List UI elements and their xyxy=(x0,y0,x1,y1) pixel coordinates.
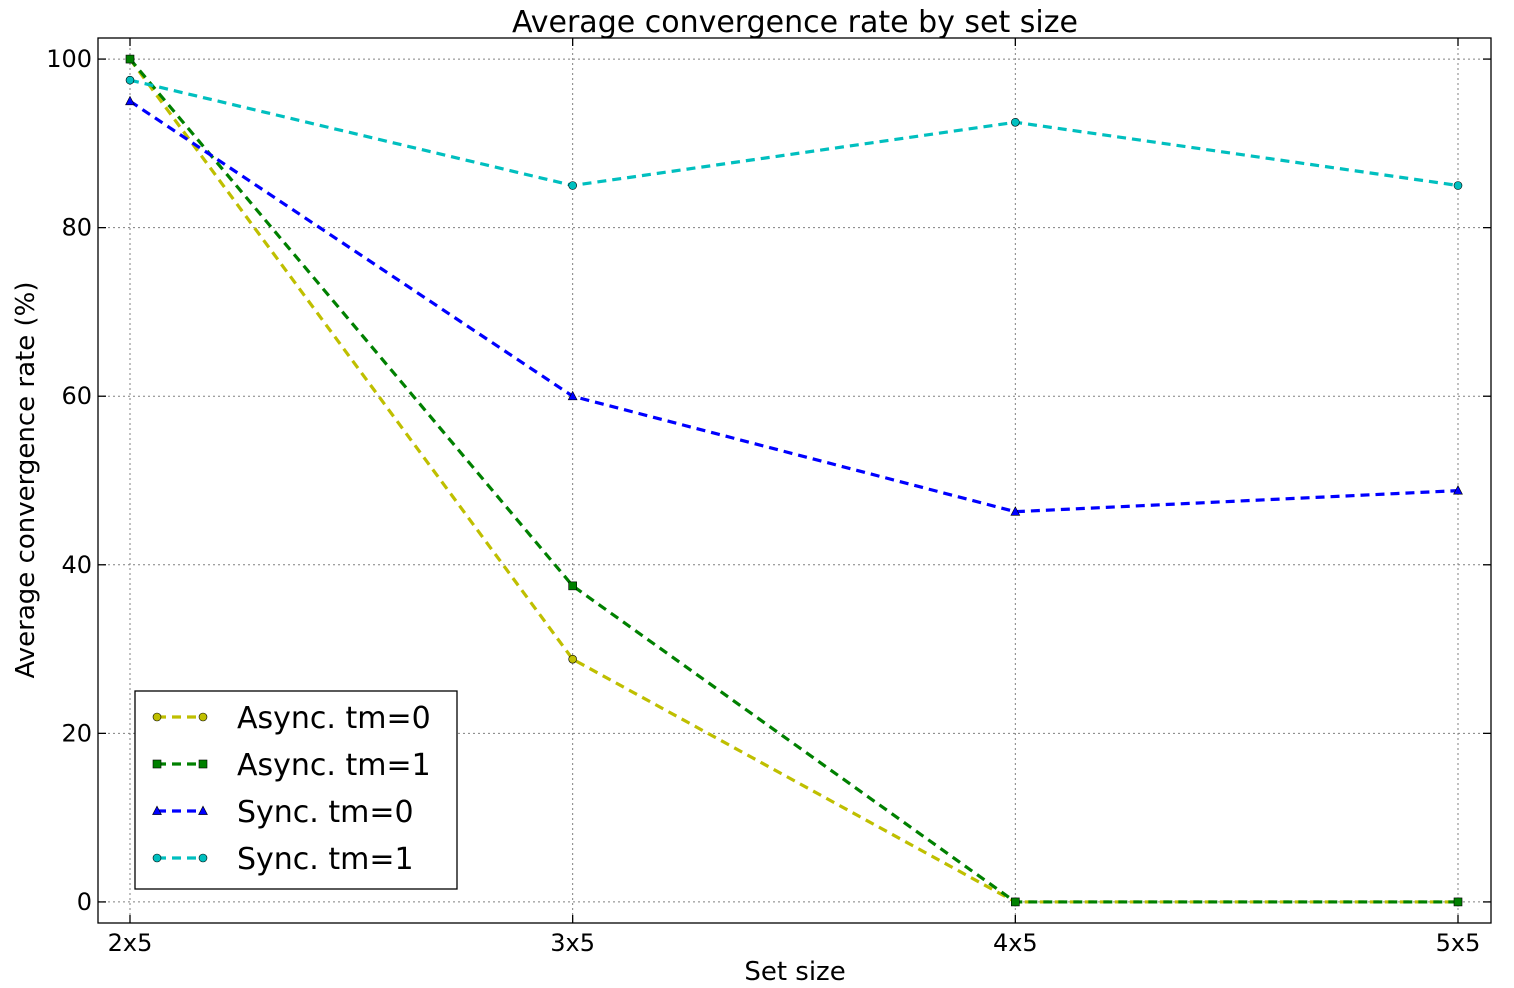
legend-item: Async. tm=1 xyxy=(152,748,431,783)
x-axis-label: Set size xyxy=(744,957,845,987)
legend-label: Sync. tm=1 xyxy=(237,842,414,877)
y-tick-label: 60 xyxy=(61,382,92,410)
legend-label: Async. tm=1 xyxy=(237,748,431,783)
x-tick-label: 2x5 xyxy=(108,929,153,957)
data-point-circle xyxy=(152,853,162,863)
y-axis-label: Average convergence rate (%) xyxy=(11,282,41,679)
data-point-triangle xyxy=(1453,485,1463,495)
data-point-square xyxy=(568,581,577,591)
y-tick-label: 100 xyxy=(46,45,92,73)
legend-box xyxy=(134,690,458,890)
legend-item: Async. tm=0 xyxy=(152,701,431,736)
data-point-triangle xyxy=(1010,506,1021,516)
data-point-circle xyxy=(568,654,577,664)
data-point-square xyxy=(1011,897,1020,907)
data-point-square xyxy=(152,759,162,769)
series-line xyxy=(128,58,1458,904)
series-2 xyxy=(125,95,1463,516)
data-point-circle xyxy=(1453,181,1463,190)
data-point-triangle xyxy=(198,805,208,815)
series-layer xyxy=(125,54,1463,907)
series-1 xyxy=(125,54,1463,907)
legend: Async. tm=0 Async. tm=1 Sync. tm=0 Sync. tm… xyxy=(134,690,458,890)
series-line xyxy=(128,58,1458,904)
data-point-triangle xyxy=(567,390,578,401)
data-point-circle xyxy=(568,181,577,190)
data-point-square xyxy=(1453,897,1463,907)
series-3 xyxy=(125,75,1463,190)
data-point-circle xyxy=(1011,117,1020,127)
y-tick-label: 80 xyxy=(61,214,92,242)
data-point-square xyxy=(125,54,135,64)
chart-title: Average convergence rate by set size xyxy=(512,5,1078,40)
legend-item: Sync. tm=1 xyxy=(152,842,414,877)
y-tick-label: 0 xyxy=(77,888,92,916)
legend-item: Sync. tm=0 xyxy=(152,795,414,830)
data-point-circle xyxy=(198,853,208,863)
legend-label: Async. tm=0 xyxy=(237,701,431,736)
data-point-triangle xyxy=(125,95,135,106)
y-tick-label: 20 xyxy=(61,719,92,747)
data-point-circle xyxy=(152,712,162,722)
data-point-triangle xyxy=(152,805,162,815)
series-line xyxy=(129,78,1459,188)
legend-label: Sync. tm=0 xyxy=(237,795,414,830)
x-tick-label: 3x5 xyxy=(550,929,595,957)
data-point-square xyxy=(198,759,208,769)
data-point-circle xyxy=(198,712,208,722)
series-line xyxy=(129,99,1459,514)
ticks: 0 20 40 60 80 100 2x5 3x5 4x5 5x5 xyxy=(46,38,1491,957)
plot-frame xyxy=(97,37,1492,924)
x-tick-label: 5x5 xyxy=(1436,929,1481,957)
x-tick-label: 4x5 xyxy=(993,929,1038,957)
data-point-circle xyxy=(125,75,135,85)
y-tick-label: 40 xyxy=(61,551,92,579)
